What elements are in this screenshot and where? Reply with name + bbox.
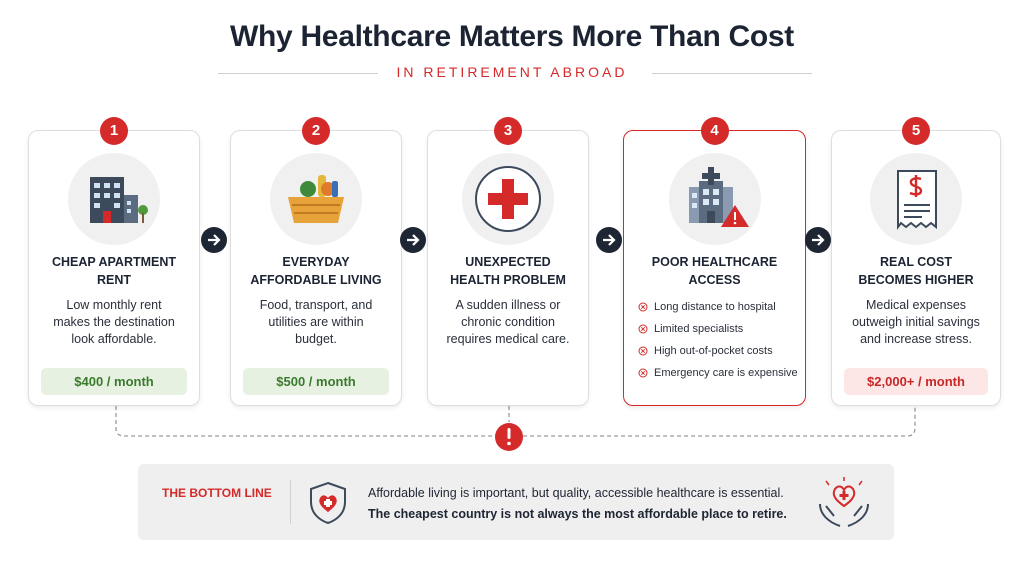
- step-title: CHEAP APARTMENT RENT: [51, 255, 177, 287]
- step-number: 5: [902, 117, 930, 145]
- icon: [462, 153, 554, 245]
- bullet-text: High out-of-pocket costs: [654, 345, 773, 357]
- bottom-text-bold: The cheapest country is not always the m…: [368, 507, 787, 521]
- bullet-text: Emergency care is expensive: [654, 367, 798, 379]
- icon: [68, 153, 160, 245]
- icon: [870, 153, 962, 245]
- icon: [668, 153, 761, 245]
- step-card: 2 EVERYDAY AFFORDABLE LIVING Food, trans…: [230, 117, 402, 406]
- arrow: [596, 227, 622, 253]
- care-icon: [819, 477, 869, 527]
- bullet: Long distance to hospital: [638, 300, 776, 314]
- arrow: [805, 227, 831, 253]
- price: $2,000+ / month: [844, 368, 988, 395]
- bullet: Limited specialists: [638, 322, 743, 336]
- step-title: REAL COST BECOMES HIGHER: [858, 255, 974, 287]
- step-text: Food, transport, and utilities are withi…: [259, 298, 373, 346]
- step-number: 3: [494, 117, 522, 145]
- step-text: Low monthly rent makes the destination l…: [53, 298, 175, 346]
- step-title: EVERYDAY AFFORDABLE LIVING: [250, 255, 382, 287]
- subtitle: IN RETIREMENT ABROAD: [396, 64, 628, 80]
- bullet: High out-of-pocket costs: [638, 344, 773, 358]
- arrow: [201, 227, 227, 253]
- price: $500 / month: [243, 368, 389, 395]
- step-text: A sudden illness or chronic condition re…: [446, 298, 570, 346]
- step-card: 1 CHEAP APARTMENT RENT Low monthly rent …: [28, 117, 200, 406]
- step-number: 4: [700, 117, 729, 145]
- shield-icon: [310, 481, 346, 525]
- step-title: POOR HEALTHCARE ACCESS: [651, 255, 778, 287]
- title: Why Healthcare Matters More Than Cost: [229, 20, 794, 53]
- bullet-text: Long distance to hospital: [654, 301, 776, 313]
- bullet-text: Limited specialists: [654, 323, 744, 335]
- divider: [290, 480, 291, 524]
- bullet: Emergency care is expensive: [638, 366, 798, 380]
- arrow: [400, 227, 426, 253]
- step-card: 5 REAL COST BECOMES HIGHER Medical expen…: [831, 117, 1001, 406]
- bottom-text: Affordable living is important, but qual…: [368, 486, 784, 500]
- rule: [218, 73, 378, 74]
- step-card: 3 UNEXPECTED HEALTH PROBLEM A sudden ill…: [427, 117, 589, 406]
- step-title: UNEXPECTED HEALTH PROBLEM: [450, 255, 566, 287]
- step-text: Medical expenses outweigh initial saving…: [852, 298, 980, 346]
- step-card: 4 POOR HEALTHCARE ACCESS Long distance t…: [623, 117, 806, 406]
- step-number: 2: [302, 117, 330, 145]
- bottom-label: THE BOTTOM LINE: [162, 486, 272, 500]
- icon: [270, 153, 362, 245]
- bottom-line: THE BOTTOM LINE Affordable living is imp…: [138, 464, 894, 540]
- price: $400 / month: [41, 368, 187, 395]
- rule: [652, 73, 812, 74]
- step-number: 1: [100, 117, 128, 145]
